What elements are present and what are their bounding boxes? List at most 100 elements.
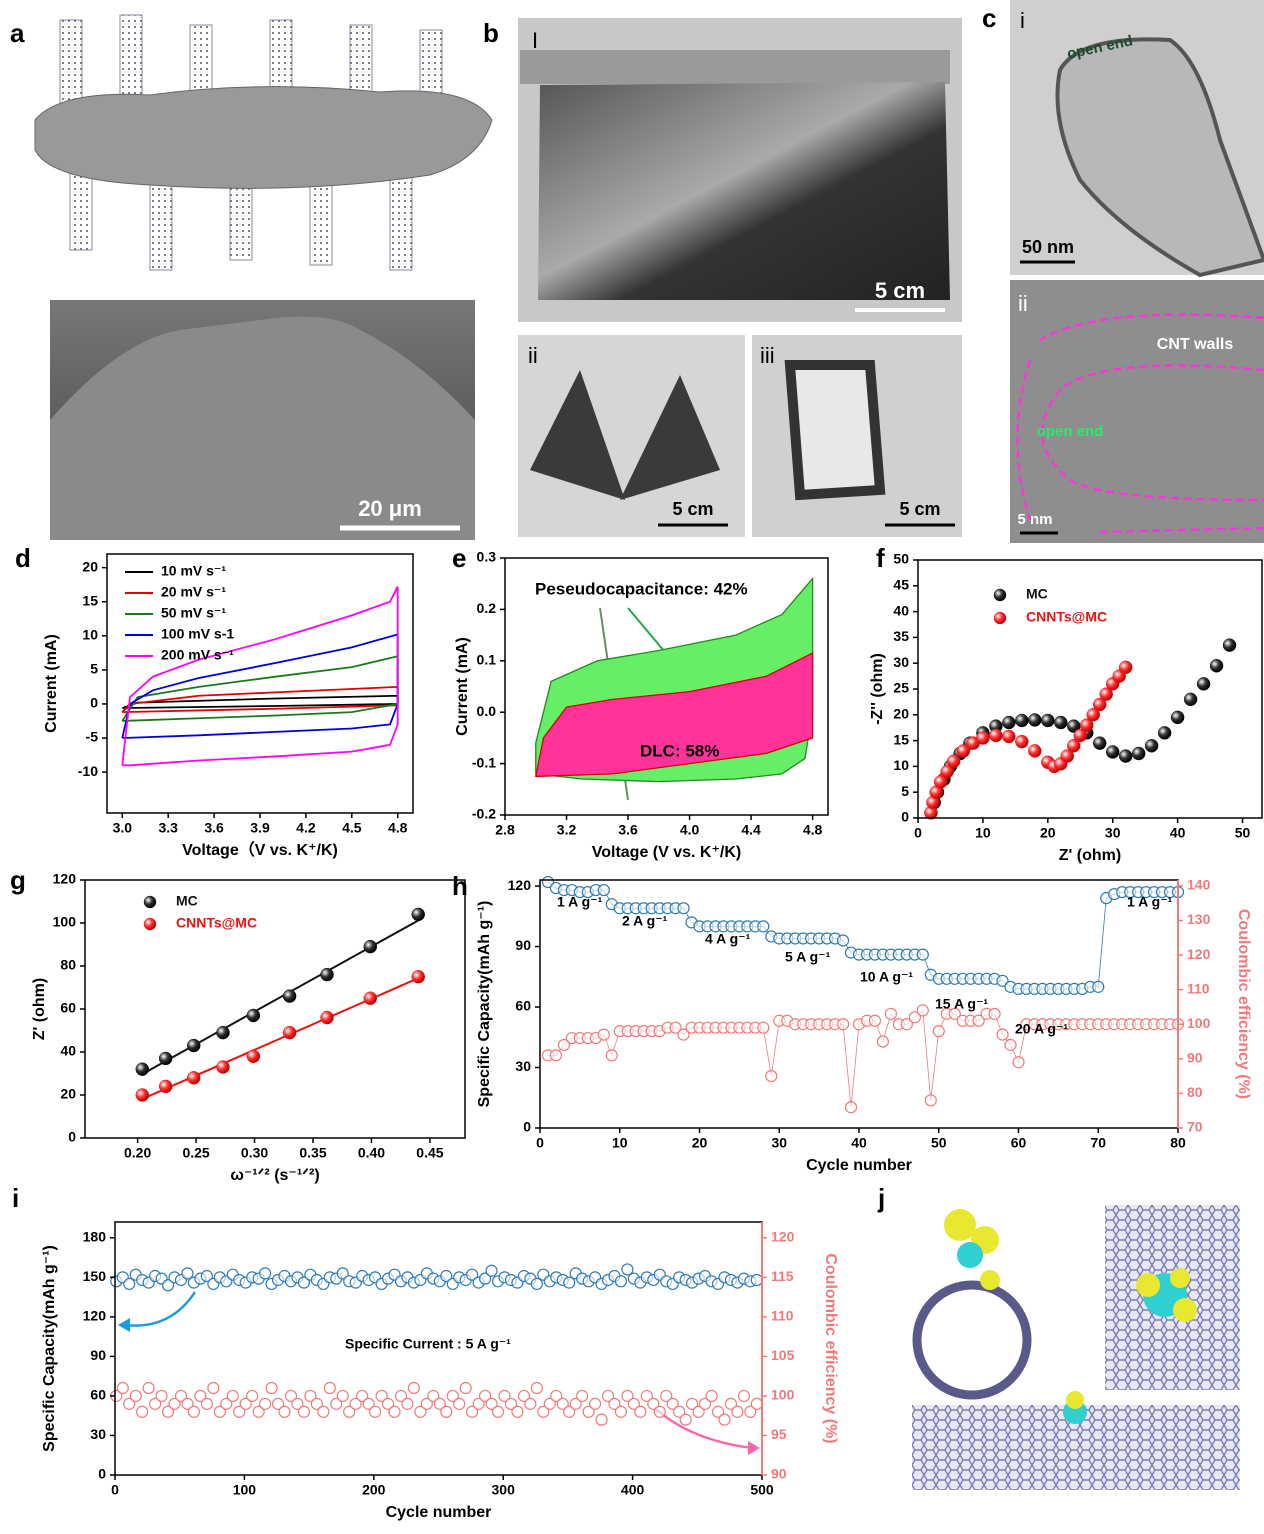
annotation: open end [1037,423,1104,440]
point [1197,677,1210,690]
foil [538,82,950,300]
y-tick-label: 0 [98,1466,106,1482]
y2-axis-label: Coulombic efficiency (%) [1235,909,1252,1099]
y-tick-label: 15 [893,731,909,747]
legend-label: 50 mV s⁻¹ [161,605,226,621]
point [412,970,425,983]
arrow [125,1292,195,1326]
y-tick-label: 0.1 [477,652,497,668]
charge-density [1173,1298,1197,1322]
point [324,1383,335,1394]
y2-axis-label: Coulombic efficiency (%) [822,1253,839,1443]
x-tick-label: 20 [692,1135,708,1151]
point [1223,639,1236,652]
y-axis-label: Specific Capacity(mAh g⁻¹) [41,1245,58,1452]
y2-tick-label: 110 [1187,980,1210,996]
y2-tick-label: 90 [771,1466,787,1482]
point [1041,714,1054,727]
y-tick-label: 20 [82,558,98,574]
legend-label: 20 mV s⁻¹ [161,584,226,600]
point [1184,693,1197,706]
point [1106,745,1119,758]
charge-density [957,1242,983,1268]
annotation: DLC: 58% [640,741,719,760]
point [989,1008,1000,1019]
y-tick-label: 120 [83,1308,107,1324]
point [525,1398,536,1409]
point [997,1029,1008,1040]
point [201,1398,212,1409]
point [208,1383,219,1394]
x-tick-label: 40 [1170,825,1186,841]
x-axis-label: ω⁻¹ᐟ² (s⁻¹ᐟ²) [230,1167,319,1184]
y2-tick-label: 120 [771,1229,795,1245]
x-tick-label: 10 [612,1135,628,1151]
point [917,949,928,960]
legend-label: MC [176,893,198,909]
annotation: 20 A g⁻¹ [1015,1021,1068,1037]
x-tick-label: 0 [111,1482,119,1498]
y2-tick-label: 115 [771,1268,794,1284]
point [279,1406,290,1417]
panel-label: h [452,871,468,901]
point [1054,716,1067,729]
x-tick-label: 0.25 [182,1145,209,1161]
point [159,1080,172,1093]
x-tick-label: 30 [1105,825,1121,841]
y2-tick-label: 70 [1187,1119,1203,1135]
membrane [35,87,492,189]
x-tick-label: 500 [750,1482,774,1498]
panel-label: e [452,543,466,573]
y-tick-label: 40 [60,1043,76,1059]
ruler [520,50,950,84]
y-axis-label: Current (mA) [454,637,471,736]
point [143,1383,154,1394]
y-tick-label: 25 [893,680,909,696]
point [318,1406,329,1417]
x-tick-label: 3.6 [204,820,224,836]
x-axis-label: Voltage（V vs. K⁺/K) [182,841,338,859]
charge-density [1170,1268,1190,1288]
y-tick-label: 35 [893,628,909,644]
y-tick-label: 0 [901,809,909,825]
x-axis-label: Cycle number [806,1157,912,1174]
point [1093,981,1104,992]
x-tick-label: 40 [851,1135,867,1151]
legend-swatch [144,896,156,908]
x-tick-label: 3.2 [557,822,577,838]
y-tick-label: 0 [523,1119,531,1135]
legend-label: CNNTs@MC [176,915,257,931]
panel-j: j [877,1183,1240,1490]
panel-label: a [10,18,25,48]
point [247,1009,260,1022]
point [260,1398,271,1409]
y-tick-label: 15 [82,592,98,608]
x-tick-label: 2.8 [495,822,515,838]
point [486,1265,497,1276]
point [364,940,377,953]
point [590,1398,601,1409]
x-tick-label: 10 [975,825,991,841]
point [1171,711,1184,724]
point [117,1383,128,1394]
x-tick-label: 3.6 [618,822,638,838]
point [706,1390,717,1401]
scale-bar-label: 50 nm [1022,237,1074,257]
charge-density [980,1270,1000,1290]
point [606,1050,617,1061]
annotation: 2 A g⁻¹ [622,913,668,929]
y-tick-label: 120 [53,871,77,887]
arrow-head [118,1318,130,1332]
point [321,1011,334,1024]
point [187,1071,200,1084]
point [370,1406,381,1417]
annotation: 4 A g⁻¹ [705,931,751,947]
scale-bar-label: 5 cm [899,499,940,519]
y2-tick-label: 95 [771,1426,787,1442]
y2-tick-label: 120 [1187,946,1211,962]
point [283,1026,296,1039]
annotation: 5 A g⁻¹ [785,949,831,965]
point [260,1268,271,1279]
point [1013,1057,1024,1068]
y-tick-label: 180 [83,1229,107,1245]
